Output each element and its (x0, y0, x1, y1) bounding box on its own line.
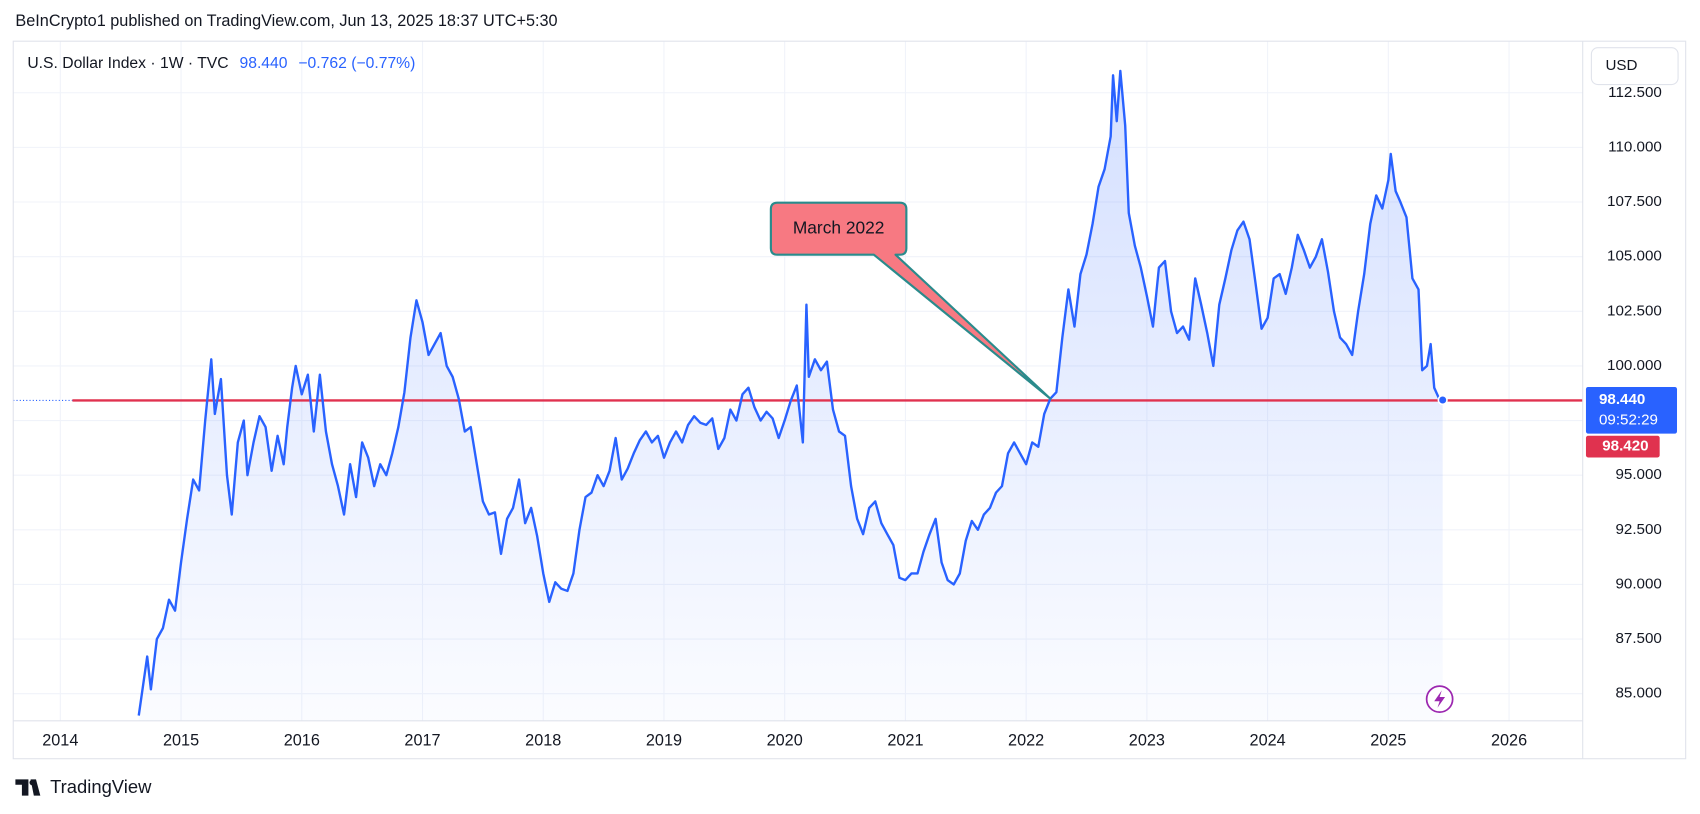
brand: TradingView (50, 776, 152, 797)
y-tick-label: 90.000 (1615, 575, 1661, 592)
y-tick-label: 87.500 (1615, 630, 1661, 647)
axes: 85.00087.50090.00092.50095.00097.500100.… (42, 84, 1678, 750)
logo-mark (15, 779, 41, 796)
symbol: U.S. Dollar Index · 1W · TVC (27, 55, 228, 72)
y-tick-label: 92.500 (1615, 521, 1661, 538)
x-tick-label: 2016 (284, 732, 320, 750)
logo-dot (29, 779, 35, 786)
last-point (1437, 394, 1448, 406)
y-tick-label: 107.500 (1607, 193, 1662, 210)
x-tick-label: 2022 (1008, 732, 1044, 750)
tradingview-logo (15, 779, 41, 796)
chart-frame (12, 40, 1687, 760)
x-tick-label: 2014 (42, 732, 78, 750)
price-line (137, 69, 1444, 716)
hline-price-label: 98.420 (1602, 438, 1648, 455)
x-tick-label: 2024 (1250, 732, 1286, 750)
y-tick-label: 102.500 (1607, 302, 1662, 319)
x-tick-label: 2025 (1370, 732, 1406, 750)
currency[interactable]: USD (1605, 57, 1637, 74)
countdown: 09:52:29 (1599, 412, 1658, 429)
y-tick-label: 112.500 (1608, 84, 1662, 101)
x-tick-label: 2020 (767, 732, 803, 750)
area-fill (138, 70, 1443, 721)
y-tick-label: 85.000 (1615, 685, 1661, 702)
x-tick-label: 2019 (646, 732, 682, 750)
x-tick-label: 2018 (525, 732, 561, 750)
last-price-box (1585, 386, 1678, 434)
annotation-text: March 2022 (793, 217, 885, 237)
x-tick-label: 2021 (887, 732, 923, 750)
legend: U.S. Dollar Index · 1W · TVC 98.440 −0.7… (27, 55, 415, 72)
currency-button[interactable] (1590, 47, 1679, 86)
x-tick-label: 2015 (163, 732, 199, 750)
legend-last: 98.440 (239, 55, 287, 72)
legend-change: −0.762 (−0.77%) (298, 55, 415, 72)
x-tick-label: 2023 (1129, 732, 1165, 750)
x-tick-label: 2026 (1491, 732, 1527, 750)
publish-header: BeInCrypto1 published on TradingView.com… (15, 12, 557, 30)
plot: March 2022 (13, 69, 1583, 721)
y-tick-label: 95.000 (1615, 466, 1661, 483)
hline-price-box (1585, 435, 1660, 458)
x-tick-label: 2017 (404, 732, 440, 750)
last-price-label: 98.440 (1599, 391, 1645, 408)
bolt-icon[interactable] (1425, 685, 1454, 713)
y-tick-label: 105.000 (1607, 248, 1662, 265)
y-tick-label: 100.000 (1607, 357, 1662, 374)
callout (769, 201, 1052, 400)
bolt-glyph[interactable] (1434, 690, 1446, 708)
y-tick-label: 110.000 (1608, 138, 1662, 155)
